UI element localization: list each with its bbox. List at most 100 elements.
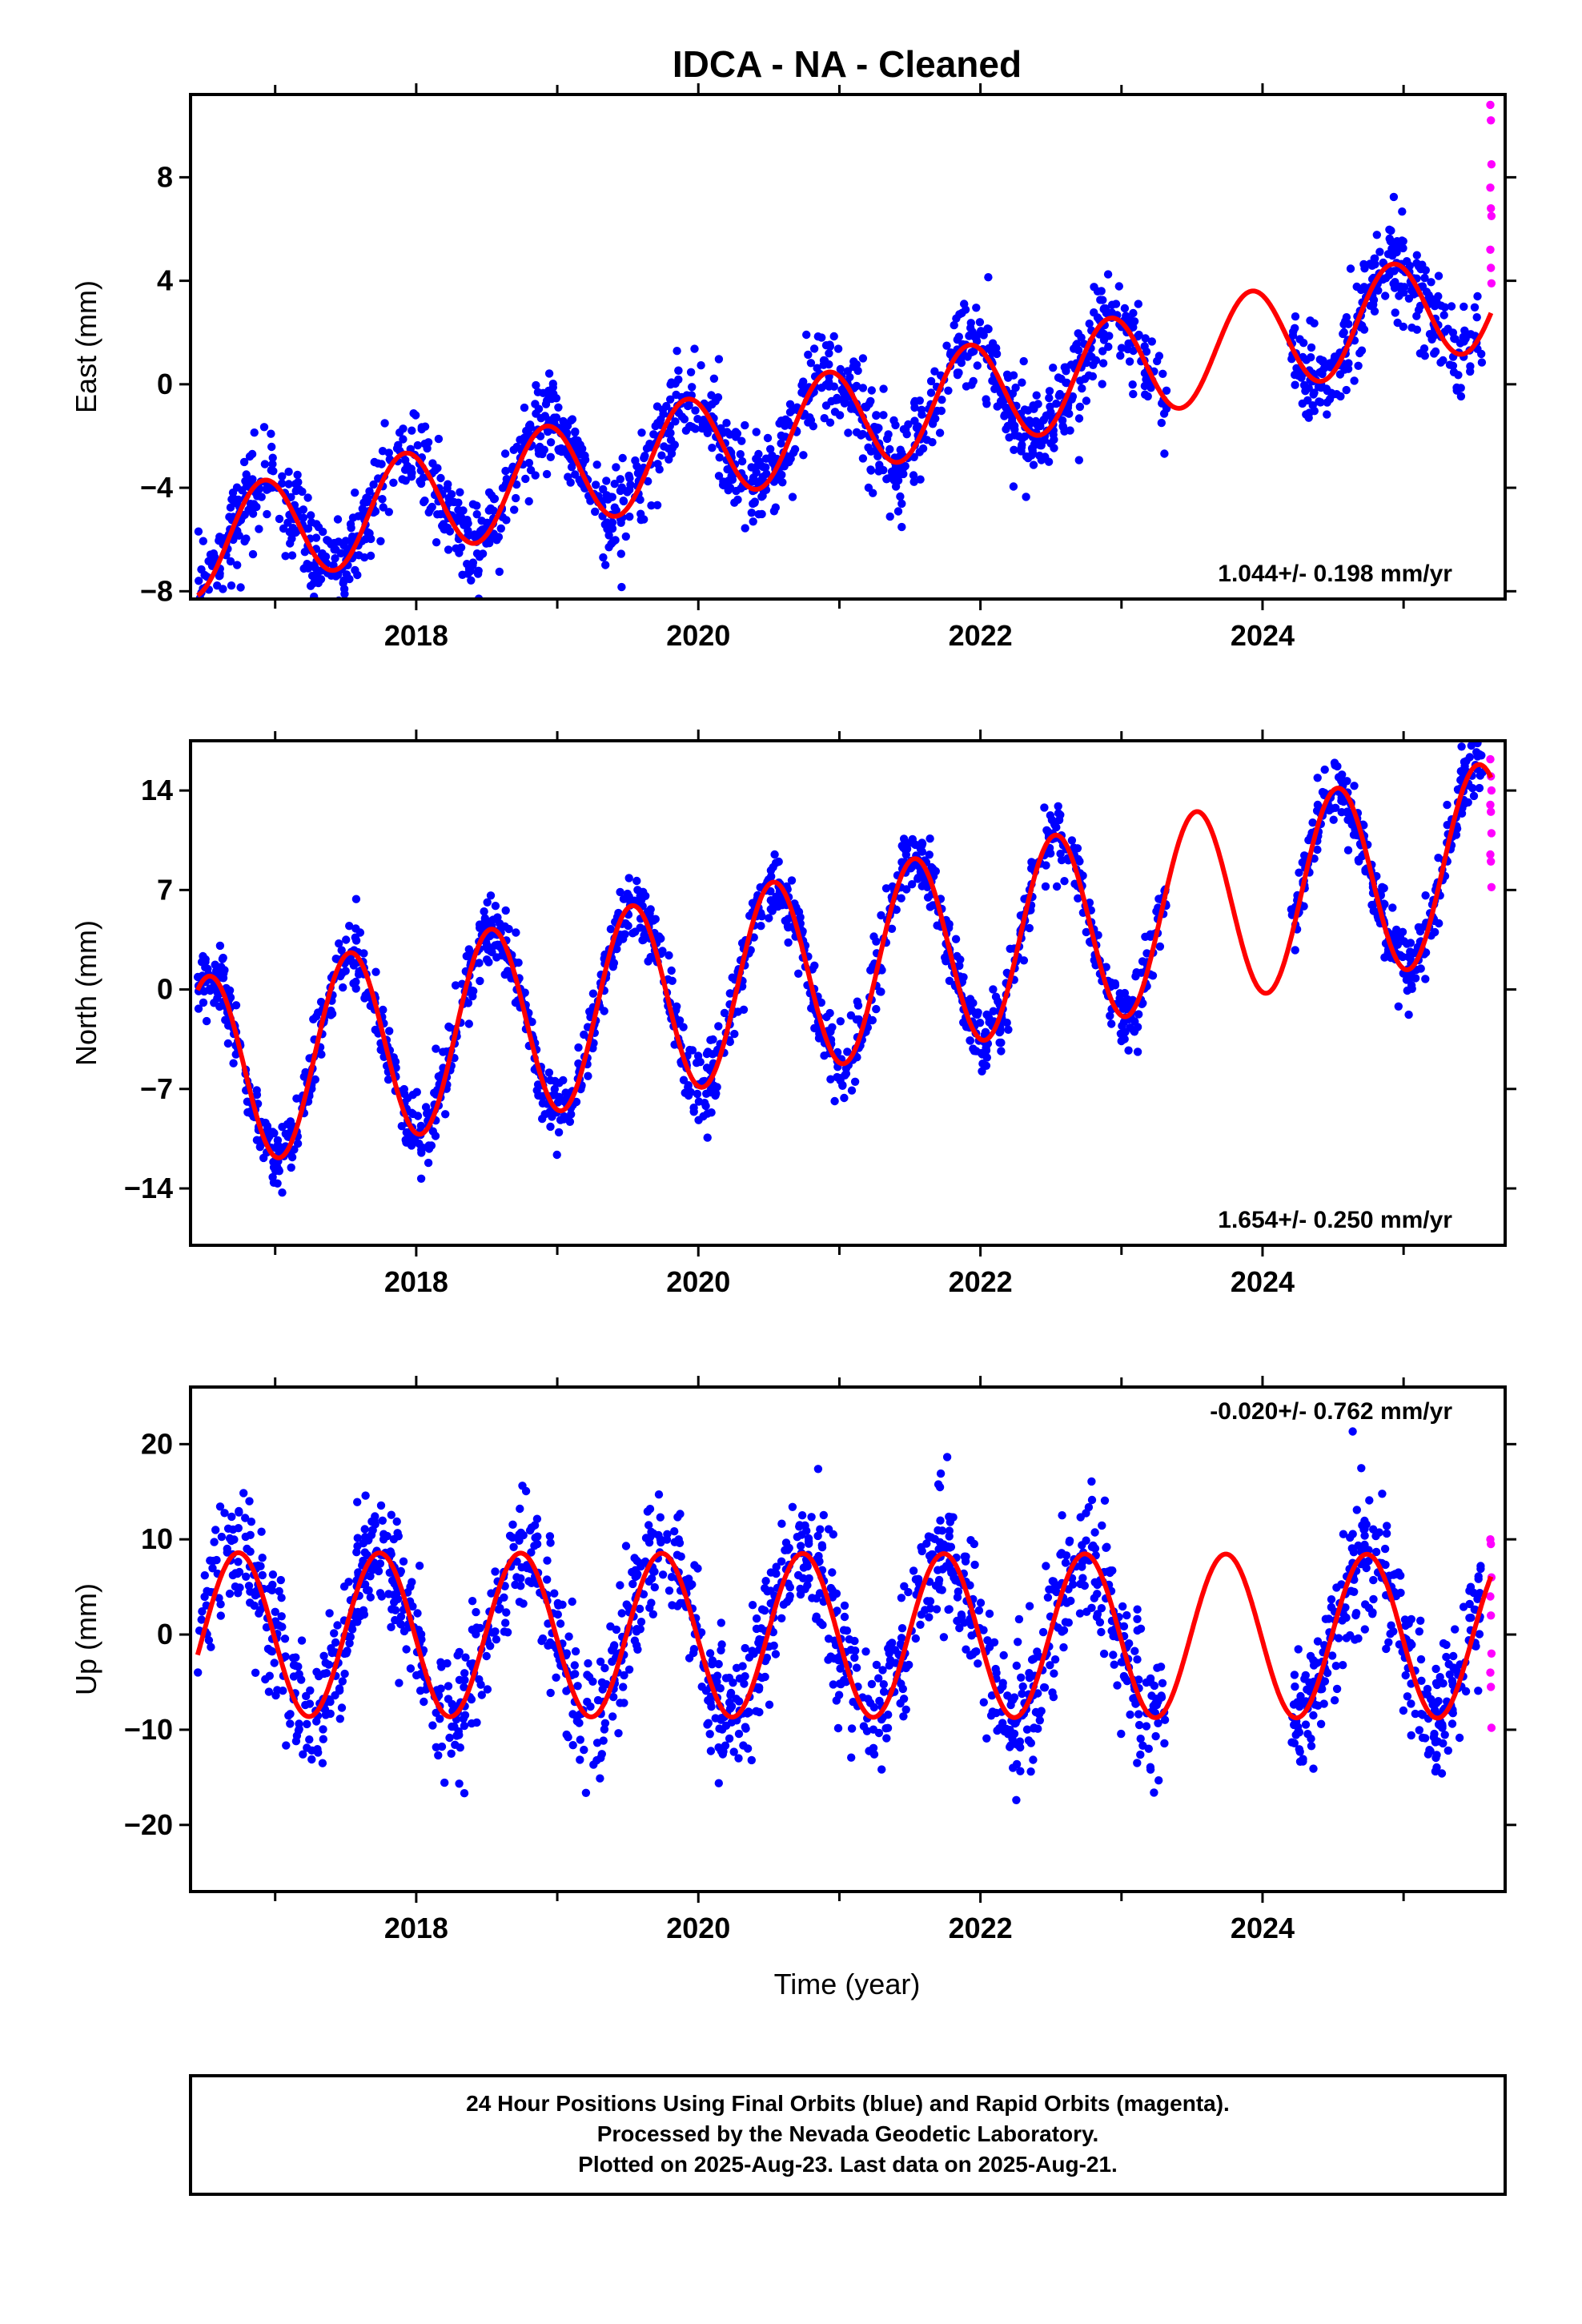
final-orbit-point	[611, 536, 620, 545]
final-orbit-point	[909, 452, 918, 461]
final-orbit-point	[542, 469, 552, 479]
final-orbit-point	[554, 1128, 564, 1137]
final-orbit-point	[1002, 424, 1010, 434]
final-orbit-point	[1447, 1676, 1457, 1686]
final-orbit-point	[1033, 420, 1042, 428]
final-orbit-point	[916, 475, 925, 484]
final-orbit-point	[1457, 742, 1466, 751]
final-orbit-point	[766, 444, 775, 453]
final-orbit-point	[1354, 1634, 1363, 1643]
final-orbit-point	[440, 1778, 449, 1787]
final-orbit-point	[909, 471, 918, 480]
final-orbit-point	[942, 341, 951, 350]
final-orbit-point	[717, 1618, 725, 1627]
final-orbit-point	[809, 344, 819, 353]
final-orbit-point	[1473, 752, 1482, 761]
final-orbit-point	[1418, 282, 1427, 291]
final-orbit-point	[638, 935, 647, 945]
final-orbit-point	[1010, 1693, 1019, 1702]
final-orbit-point	[936, 1469, 946, 1478]
final-orbit-point	[1474, 1687, 1483, 1695]
final-orbit-point	[406, 1664, 416, 1673]
final-orbit-point	[1129, 389, 1138, 399]
final-orbit-point	[1125, 357, 1134, 366]
final-orbit-point	[571, 470, 580, 479]
final-orbit-point	[431, 1132, 440, 1140]
final-orbit-point	[265, 1584, 274, 1594]
final-orbit-point	[645, 440, 654, 448]
final-orbit-point	[788, 493, 797, 501]
final-orbit-point	[1054, 373, 1063, 382]
final-orbit-point	[1040, 803, 1049, 812]
final-orbit-point	[1323, 410, 1331, 419]
final-orbit-point	[1054, 392, 1064, 400]
data-layer	[194, 1427, 1496, 1804]
final-orbit-point	[909, 477, 918, 486]
final-orbit-point	[255, 1143, 264, 1152]
final-orbit-point	[412, 1088, 421, 1096]
final-orbit-point	[365, 487, 374, 496]
final-orbit-point	[1470, 303, 1480, 312]
final-orbit-point	[527, 1523, 536, 1532]
final-orbit-point	[702, 1049, 712, 1059]
final-orbit-point	[1128, 380, 1137, 389]
final-orbit-point	[271, 1144, 280, 1152]
final-orbit-point	[833, 1072, 841, 1082]
final-orbit-point	[1134, 330, 1143, 340]
final-orbit-point	[654, 1490, 664, 1499]
final-orbit-point	[1325, 359, 1335, 368]
x-tick-label: 2022	[949, 619, 1013, 652]
final-orbit-point	[1356, 285, 1366, 295]
final-orbit-point	[893, 476, 903, 485]
final-orbit-point	[1082, 396, 1091, 405]
final-orbit-point	[692, 1059, 701, 1068]
final-orbit-point	[1099, 336, 1109, 344]
final-orbit-point	[278, 1188, 287, 1197]
final-orbit-point	[408, 1140, 416, 1149]
final-orbit-point	[434, 1751, 443, 1760]
final-orbit-point	[907, 880, 917, 889]
final-orbit-point	[833, 344, 843, 353]
final-orbit-point	[725, 1698, 734, 1707]
final-orbit-point	[399, 435, 408, 444]
final-orbit-point	[1000, 410, 1010, 420]
final-orbit-point	[1418, 923, 1427, 932]
final-orbit-point	[885, 1661, 894, 1670]
final-orbit-point	[1303, 1730, 1312, 1739]
final-orbit-point	[1133, 1626, 1142, 1635]
final-orbit-point	[258, 1554, 267, 1562]
final-orbit-point	[443, 1659, 452, 1668]
final-orbit-point	[1160, 1739, 1169, 1748]
final-orbit-point	[631, 927, 640, 936]
final-orbit-point	[486, 891, 496, 900]
final-orbit-point	[1154, 1776, 1163, 1785]
final-orbit-point	[492, 1635, 501, 1644]
final-orbit-point	[1329, 815, 1338, 824]
final-orbit-point	[794, 907, 804, 916]
final-orbit-point	[741, 420, 749, 430]
final-orbit-point	[408, 1109, 417, 1119]
final-orbit-point	[643, 1507, 652, 1516]
final-orbit-point	[829, 1530, 838, 1539]
final-orbit-point	[199, 605, 207, 613]
final-orbit-point	[282, 1741, 291, 1750]
final-orbit-point	[931, 414, 940, 423]
final-orbit-point	[942, 957, 950, 966]
final-orbit-point	[1343, 846, 1353, 854]
final-orbit-point	[1391, 1570, 1400, 1578]
final-orbit-point	[199, 600, 207, 608]
final-orbit-point	[226, 503, 235, 512]
final-orbit-point	[227, 1536, 236, 1546]
final-orbit-point	[470, 532, 479, 541]
final-orbit-point	[709, 374, 719, 383]
final-orbit-point	[1019, 356, 1028, 366]
final-orbit-point	[1291, 946, 1299, 955]
final-orbit-point	[512, 928, 520, 937]
final-orbit-point	[303, 564, 313, 573]
final-orbit-point	[1409, 290, 1419, 299]
final-orbit-point	[342, 935, 351, 944]
final-orbit-point	[385, 1027, 394, 1035]
final-orbit-point	[672, 390, 681, 400]
final-orbit-point	[447, 1749, 456, 1758]
final-orbit-point	[592, 480, 600, 489]
